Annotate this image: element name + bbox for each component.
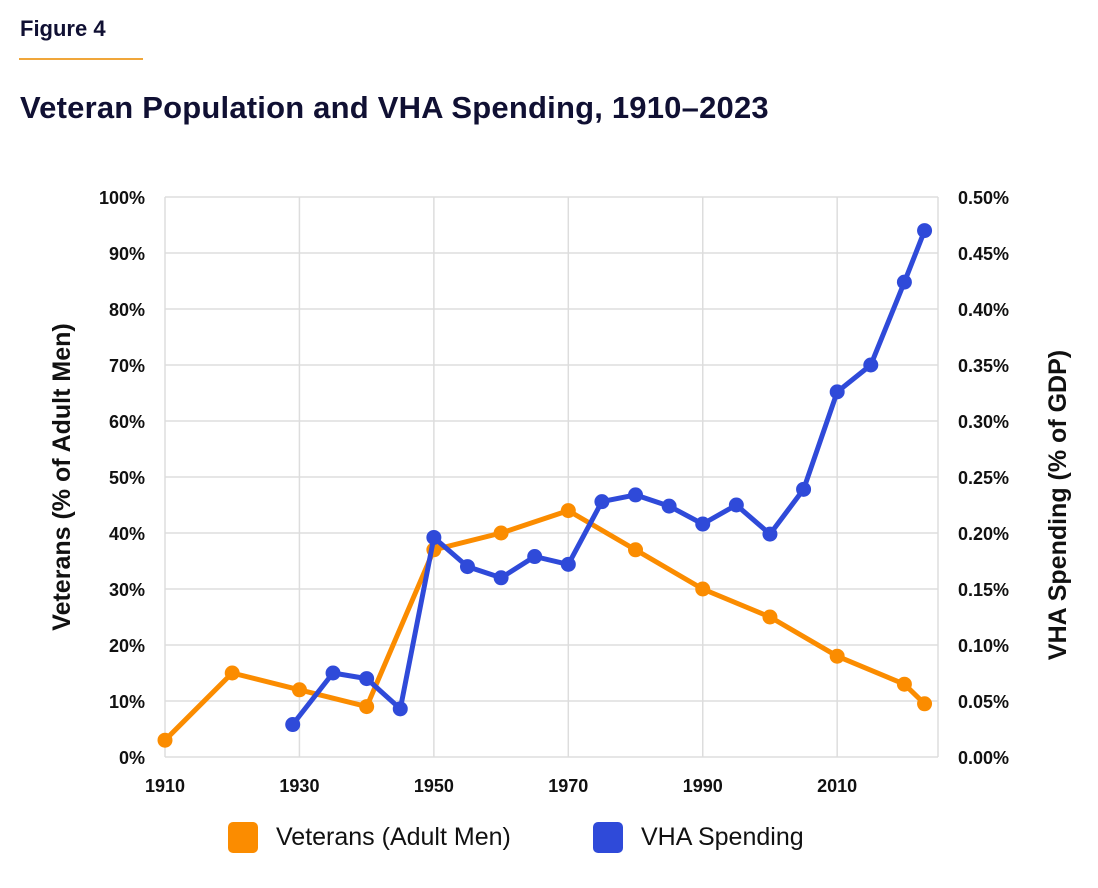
data-point[interactable] — [459, 559, 475, 575]
data-point[interactable] — [359, 699, 375, 715]
y-axis-left-label: Veterans (% of Adult Men) — [48, 323, 76, 630]
y2-tick-label: 0.10% — [958, 636, 1009, 656]
data-point[interactable] — [560, 503, 576, 519]
data-point[interactable] — [917, 223, 933, 239]
data-point[interactable] — [594, 494, 610, 510]
data-point[interactable] — [896, 274, 912, 290]
y-tick-label: 70% — [109, 356, 145, 376]
data-point[interactable] — [527, 549, 543, 565]
y2-tick-label: 0.45% — [958, 244, 1009, 264]
grid — [164, 196, 939, 758]
data-point[interactable] — [493, 525, 509, 541]
data-point[interactable] — [493, 570, 509, 586]
series-line — [290, 228, 928, 727]
data-point[interactable] — [917, 696, 933, 712]
x-tick-label: 1950 — [414, 776, 454, 796]
data-point[interactable] — [863, 357, 879, 373]
legend-swatch-veterans — [228, 822, 258, 853]
x-tick-label: 1910 — [145, 776, 185, 796]
y-tick-label: 10% — [109, 692, 145, 712]
y-tick-label: 50% — [109, 468, 145, 488]
data-point[interactable] — [359, 671, 375, 687]
legend-label-vha: VHA Spending — [641, 823, 804, 851]
data-point[interactable] — [224, 665, 240, 681]
data-point[interactable] — [796, 481, 812, 497]
series-line — [162, 508, 928, 743]
legend-swatch-vha — [593, 822, 623, 853]
y-tick-label: 40% — [109, 524, 145, 544]
series-veterans — [157, 503, 933, 748]
data-point[interactable] — [661, 498, 677, 514]
data-point[interactable] — [762, 609, 778, 625]
y-axis-left-ticks: 0% 10% 20% 30% 40% 50% 60% 70% 80% 90% 100% — [99, 188, 145, 768]
data-point[interactable] — [695, 516, 711, 532]
x-tick-label: 1930 — [279, 776, 319, 796]
series-layer — [157, 223, 933, 748]
y2-tick-label: 0.40% — [958, 300, 1009, 320]
x-axis-ticks: 1910 1930 1950 1970 1990 2010 — [145, 776, 857, 796]
y2-tick-label: 0.25% — [958, 468, 1009, 488]
data-point[interactable] — [728, 497, 744, 513]
data-point[interactable] — [426, 529, 442, 545]
y-tick-label: 20% — [109, 636, 145, 656]
y-tick-label: 80% — [109, 300, 145, 320]
figure-label-underline — [19, 58, 143, 60]
data-point[interactable] — [157, 732, 173, 748]
y2-tick-label: 0.15% — [958, 580, 1009, 600]
data-point[interactable] — [896, 676, 912, 692]
y-tick-label: 0% — [119, 748, 145, 768]
figure-label: Figure 4 — [20, 16, 106, 41]
data-point[interactable] — [285, 717, 301, 733]
legend: Veterans (Adult Men) VHA Spending — [0, 822, 1098, 866]
legend-item-vha[interactable]: VHA Spending — [593, 822, 804, 853]
data-point[interactable] — [325, 665, 341, 681]
x-tick-label: 2010 — [817, 776, 857, 796]
y-axis-right-label: VHA Spending (% of GDP) — [1044, 350, 1072, 660]
x-tick-label: 1970 — [548, 776, 588, 796]
y2-tick-label: 0.50% — [958, 188, 1009, 208]
y-axis-right-ticks: 0.00% 0.05% 0.10% 0.15% 0.20% 0.25% 0.30% 0.35%… — [958, 188, 1009, 768]
legend-label-veterans: Veterans (Adult Men) — [276, 823, 511, 851]
y2-tick-label: 0.05% — [958, 692, 1009, 712]
x-tick-label: 1990 — [683, 776, 723, 796]
data-point[interactable] — [291, 682, 307, 698]
data-point[interactable] — [392, 701, 408, 717]
data-point[interactable] — [829, 384, 845, 400]
y2-tick-label: 0.20% — [958, 524, 1009, 544]
data-point[interactable] — [628, 487, 644, 503]
chart-title: Veteran Population and VHA Spending, 191… — [20, 90, 769, 125]
legend-item-veterans[interactable]: Veterans (Adult Men) — [228, 822, 511, 853]
y-tick-label: 100% — [99, 188, 145, 208]
data-point[interactable] — [628, 542, 644, 558]
y2-tick-label: 0.30% — [958, 412, 1009, 432]
data-point[interactable] — [762, 526, 778, 542]
y-tick-label: 30% — [109, 580, 145, 600]
data-point[interactable] — [695, 581, 711, 597]
y2-tick-label: 0.35% — [958, 356, 1009, 376]
series-vha — [285, 223, 933, 733]
y-tick-label: 90% — [109, 244, 145, 264]
data-point[interactable] — [829, 648, 845, 664]
data-point[interactable] — [560, 556, 576, 572]
y2-tick-label: 0.00% — [958, 748, 1009, 768]
y-tick-label: 60% — [109, 412, 145, 432]
